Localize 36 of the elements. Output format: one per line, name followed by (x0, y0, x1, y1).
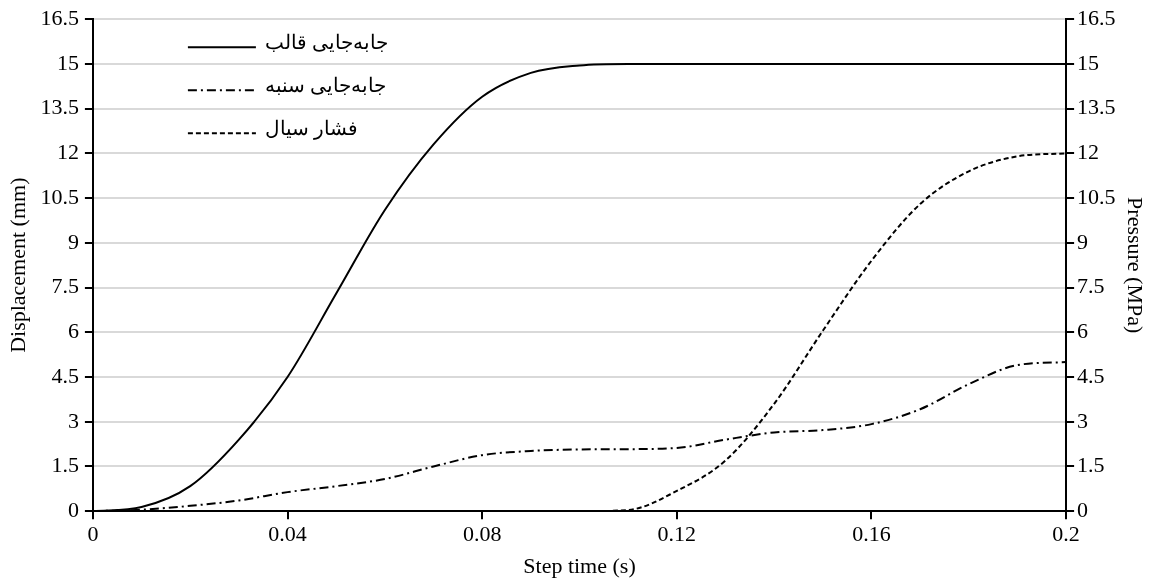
y-tick-label: 1.5 (51, 452, 79, 478)
y2-tick-label: 7.5 (1077, 273, 1105, 299)
y-tick-label: 16.5 (40, 4, 79, 30)
x-axis-title: Step time (s) (523, 552, 636, 578)
legend-label: جابه‌جایی قالب (264, 31, 388, 54)
y2-tick-label: 6 (1077, 318, 1089, 344)
y-tick-label: 9 (67, 228, 79, 254)
x-tick-label: 0 (87, 521, 99, 547)
y2-tick-label: 0 (1077, 496, 1089, 522)
y-tick-label: 13.5 (40, 94, 79, 120)
y-tick-label: 4.5 (51, 362, 79, 388)
y-tick-label: 7.5 (51, 273, 79, 299)
x-tick-label: 0.2 (1052, 521, 1080, 547)
y2-tick-label: 16.5 (1077, 4, 1116, 30)
x-tick-label: 0.12 (657, 521, 697, 547)
y-tick-label: 12 (56, 139, 79, 165)
y-tick-label: 3 (67, 407, 79, 433)
y-axis-title: Displacement (mm) (4, 177, 30, 353)
y-tick-label: 6 (67, 318, 79, 344)
y2-tick-label: 10.5 (1077, 183, 1116, 209)
legend-label: جابه‌جایی سنبه (264, 74, 386, 97)
legend-label: فشار سیال (264, 117, 358, 141)
y2-tick-label: 13.5 (1077, 94, 1116, 120)
y-tick-label: 15 (56, 49, 79, 75)
y2-tick-label: 3 (1077, 407, 1089, 433)
y2-tick-label: 9 (1077, 228, 1089, 254)
y2-tick-label: 15 (1077, 49, 1100, 75)
x-tick-label: 0.04 (268, 521, 307, 547)
y-tick-label: 0 (67, 496, 79, 522)
x-tick-label: 0.16 (852, 521, 891, 547)
y2-tick-label: 4.5 (1077, 362, 1105, 388)
y2-axis-title: Pressure (MPa) (1123, 197, 1149, 334)
y2-tick-label: 1.5 (1077, 452, 1105, 478)
x-tick-label: 0.08 (462, 521, 502, 547)
y-tick-label: 10.5 (40, 183, 79, 209)
y2-tick-label: 12 (1077, 139, 1100, 165)
